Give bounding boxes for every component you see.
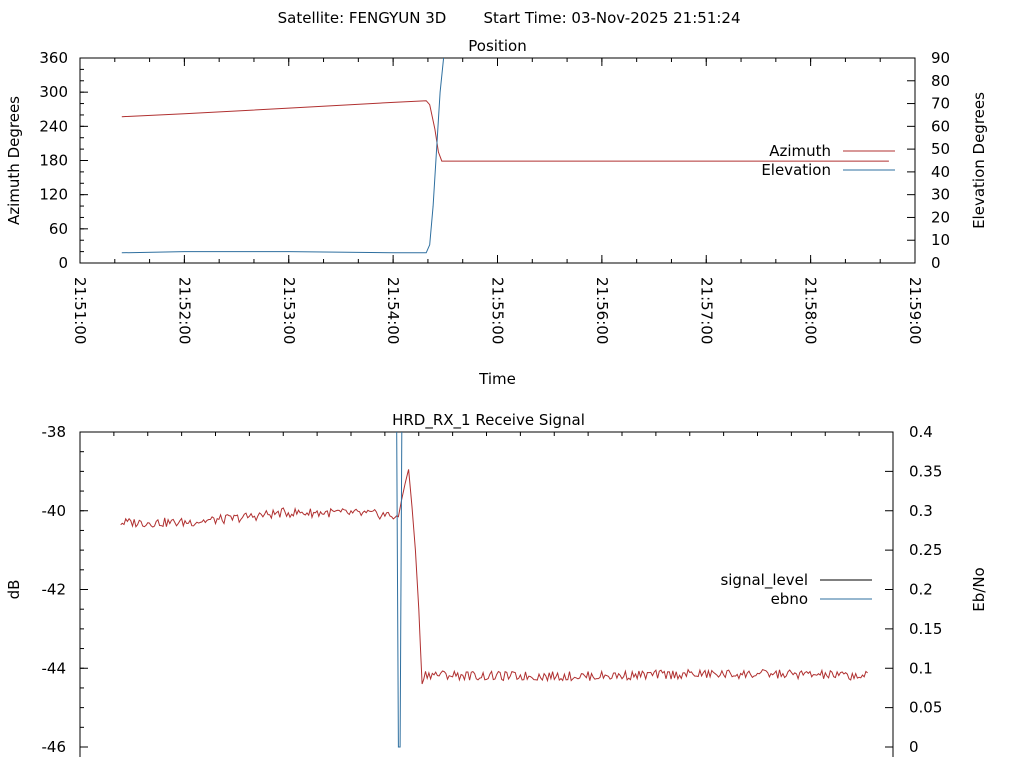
ebno-tick-label: 0.15 — [909, 620, 942, 638]
azimuth-tick-label: 60 — [49, 220, 68, 238]
elevation-tick-label: 90 — [931, 49, 950, 67]
legend-signal-level-label: signal_level — [720, 571, 808, 590]
position-title: Position — [468, 37, 526, 55]
ebno-tick-label: 0.25 — [909, 541, 942, 559]
receive-signal-chart: HRD_RX_1 Receive Signal -46 -44 -42 -40 -38 0 0… — [5, 411, 988, 757]
signal-title: HRD_RX_1 Receive Signal — [392, 411, 585, 430]
time-tick-label: 21:56:00 — [593, 277, 611, 344]
signal-level-series-line — [120, 469, 868, 685]
elevation-tick-label: 10 — [931, 231, 950, 249]
elevation-tick-label: 0 — [931, 254, 941, 272]
position-chart: Position 0 60 120 180 240 300 360 0 10 20 30 40 50 60 7… — [5, 37, 988, 388]
time-axis-label: Time — [478, 370, 516, 388]
elevation-series-line — [121, 58, 445, 254]
azimuth-tick-label: 360 — [39, 49, 68, 67]
time-tick-label: 21:55:00 — [489, 277, 507, 344]
time-tick-label: 21:57:00 — [697, 277, 715, 344]
azimuth-axis-label: Azimuth Degrees — [5, 96, 23, 225]
elevation-tick-label: 80 — [931, 72, 950, 90]
azimuth-tick-label: 240 — [39, 117, 68, 135]
db-tick-label: -40 — [42, 502, 67, 520]
azimuth-tick-label: 180 — [39, 152, 68, 170]
ebno-tick-label: 0.3 — [909, 502, 933, 520]
ebno-axis-label: Eb/No — [970, 567, 988, 611]
elevation-tick-label: 60 — [931, 117, 950, 135]
time-tick-label: 21:53:00 — [280, 277, 298, 344]
ebno-tick-label: 0.4 — [909, 423, 933, 441]
start-time-label: Start Time: 03-Nov-2025 21:51:24 — [483, 9, 740, 27]
legend-elevation-label: Elevation — [761, 161, 831, 179]
db-tick-label: -46 — [42, 738, 67, 756]
elevation-axis-label: Elevation Degrees — [970, 92, 988, 229]
satellite-label: Satellite: FENGYUN 3D — [278, 9, 447, 27]
db-tick-label: -42 — [42, 581, 67, 599]
time-tick-label: 21:54:00 — [384, 277, 402, 344]
elevation-tick-label: 70 — [931, 95, 950, 113]
azimuth-tick-label: 0 — [58, 254, 68, 272]
position-plot-area — [121, 58, 889, 254]
elevation-tick-label: 40 — [931, 163, 950, 181]
elevation-tick-label: 50 — [931, 140, 950, 158]
elevation-tick-label: 30 — [931, 186, 950, 204]
legend-ebno-label: ebno — [771, 590, 808, 608]
time-tick-label: 21:58:00 — [802, 277, 820, 344]
legend-azimuth-label: Azimuth — [769, 142, 831, 160]
azimuth-tick-label: 120 — [39, 186, 68, 204]
ebno-tick-label: 0.2 — [909, 581, 933, 599]
elevation-tick-label: 20 — [931, 208, 950, 226]
db-tick-label: -44 — [42, 659, 67, 677]
azimuth-tick-label: 300 — [39, 83, 68, 101]
time-tick-label: 21:51:00 — [71, 277, 89, 344]
ebno-tick-label: 0.1 — [909, 659, 933, 677]
time-tick-label: 21:59:00 — [906, 277, 924, 344]
ebno-tick-label: 0 — [909, 738, 919, 756]
db-tick-label: -38 — [42, 423, 67, 441]
time-tick-label: 21:52:00 — [175, 277, 193, 344]
signal-plot-area — [120, 432, 868, 748]
ebno-tick-label: 0.05 — [909, 699, 942, 717]
ebno-series-line — [396, 432, 403, 748]
db-axis-label: dB — [5, 580, 23, 600]
ebno-tick-label: 0.35 — [909, 462, 942, 480]
